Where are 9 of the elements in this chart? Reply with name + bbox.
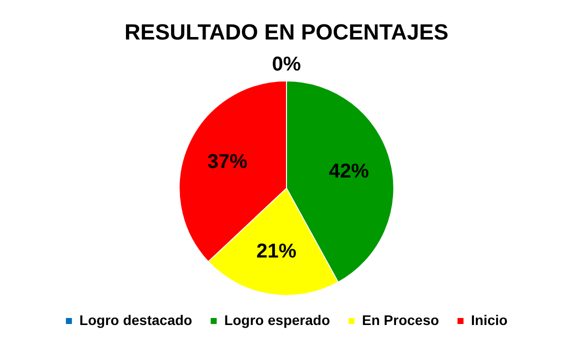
data-label: 21% [256,240,297,262]
chart-title: RESULTADO EN POCENTAJES [124,19,448,44]
legend-label: Inicio [471,312,508,328]
text: 0% [272,53,301,76]
data-label: 42% [328,160,370,183]
data-label: 37% [207,151,248,174]
legend-label: Logro destacado [79,312,192,328]
legend-label: En Proceso [362,312,440,328]
legend-label: Logro esperado [224,312,330,328]
